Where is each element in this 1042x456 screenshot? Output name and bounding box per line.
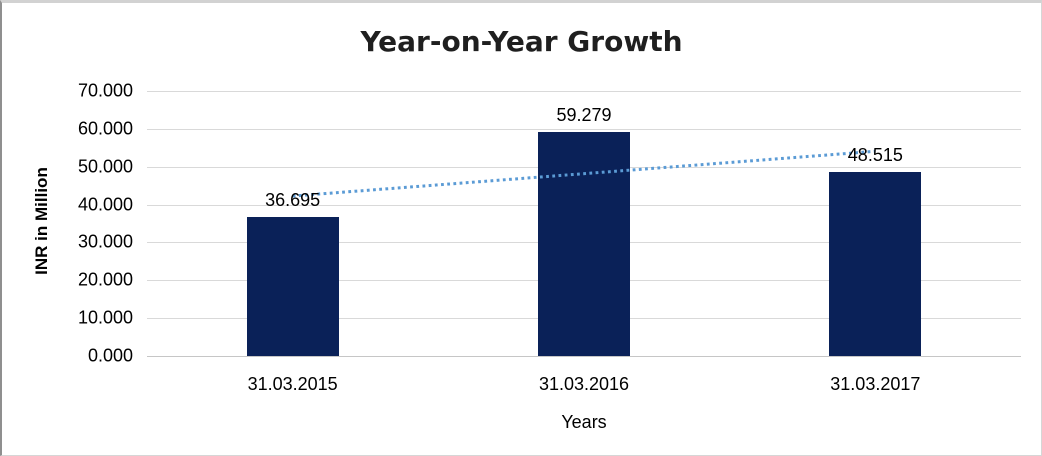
y-tick-label: 60.000 bbox=[77, 118, 133, 139]
x-tick-label: 31.03.2015 bbox=[247, 374, 338, 394]
trendline bbox=[292, 149, 876, 198]
x-axis-line bbox=[147, 356, 1021, 357]
y-axis-tick-labels: 0.000 10.000 20.000 30.000 40.000 50.000 60.00… bbox=[2, 81, 147, 366]
y-tick-label: 50.000 bbox=[77, 156, 133, 177]
data-label: 36.695 bbox=[265, 190, 321, 211]
plot-area: 36.695 59.279 48.515 bbox=[147, 91, 1021, 357]
data-label: 59.279 bbox=[556, 104, 612, 125]
data-label: 48.515 bbox=[847, 145, 903, 166]
gridline bbox=[147, 128, 1021, 130]
bar bbox=[246, 217, 339, 356]
x-axis-title: Years bbox=[561, 412, 607, 432]
y-tick-label: 70.000 bbox=[77, 80, 133, 101]
chart-title: Year-on-Year Growth bbox=[360, 25, 683, 58]
y-tick-label: 20.000 bbox=[77, 269, 133, 290]
trendline-svg bbox=[292, 149, 876, 198]
bar bbox=[538, 131, 630, 356]
gridline bbox=[147, 91, 1021, 92]
x-tick-label: 31.03.2016 bbox=[538, 374, 630, 394]
x-tick-label: 31.03.2017 bbox=[830, 374, 921, 394]
y-tick-label: 30.000 bbox=[77, 231, 133, 252]
y-tick-label: 0.000 bbox=[87, 345, 133, 366]
bar bbox=[829, 172, 922, 356]
y-tick-label: 40.000 bbox=[77, 194, 133, 215]
y-tick-label: 10.000 bbox=[77, 307, 133, 328]
x-axis-tick-labels: 31.03.2015 31.03.2016 31.03.2017 bbox=[147, 374, 1021, 396]
